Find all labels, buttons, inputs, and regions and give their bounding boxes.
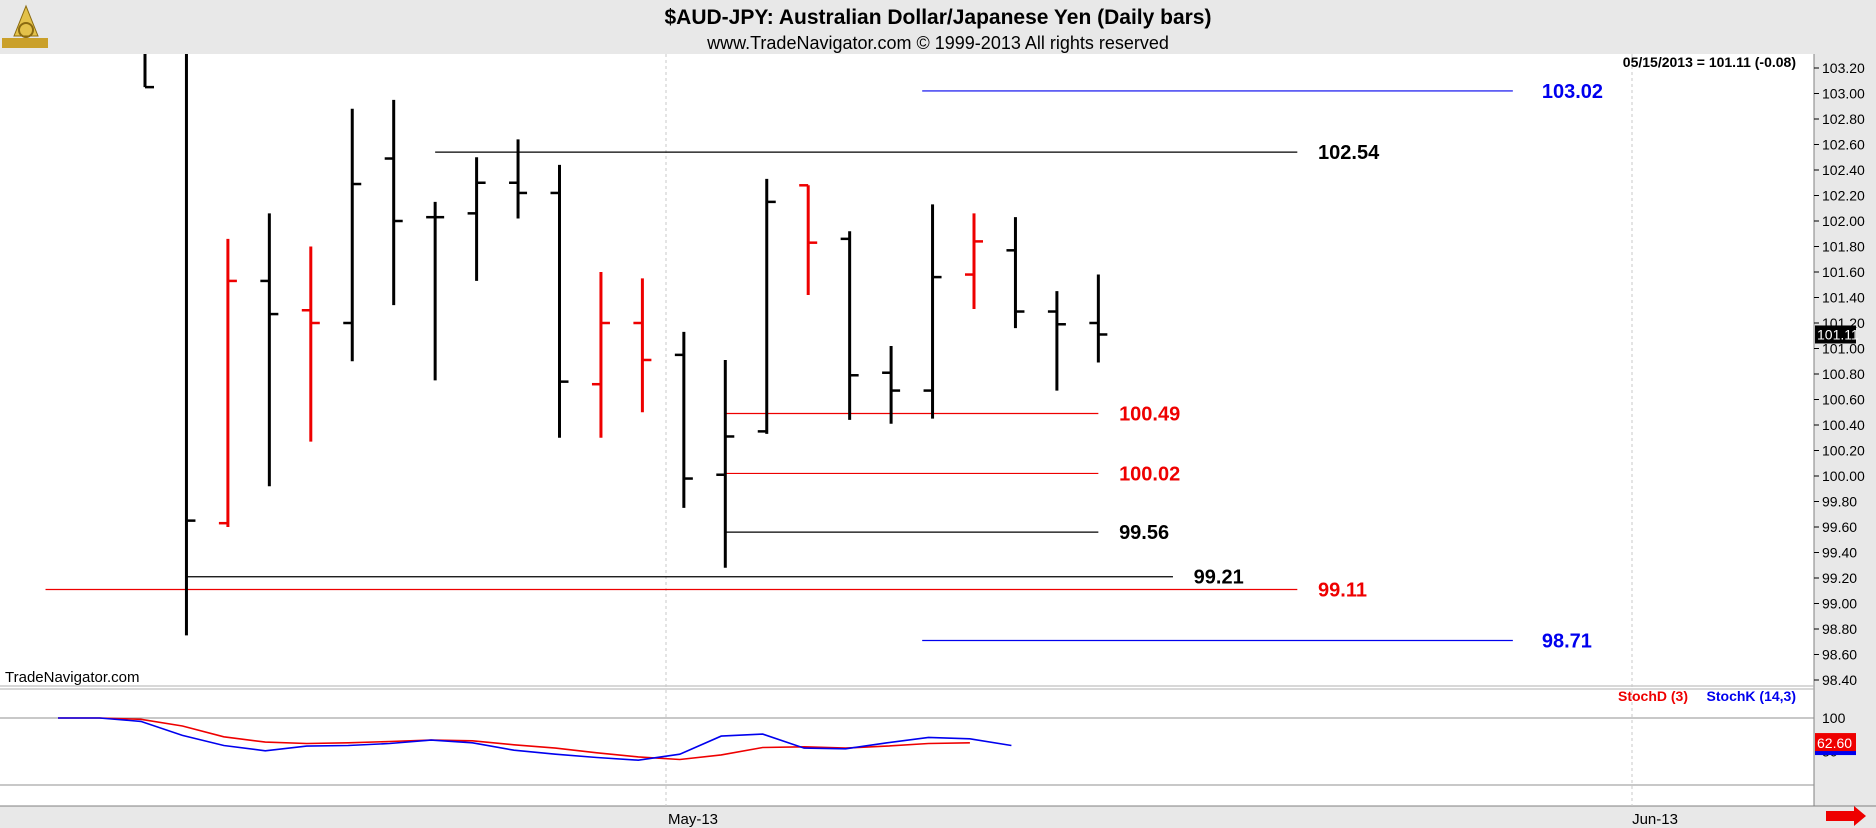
stoch-line	[58, 717, 1012, 762]
y-tick-label: 102.40	[1822, 162, 1865, 178]
y-tick-label: 98.60	[1822, 647, 1857, 663]
ohlc-bar	[301, 246, 320, 442]
ohlc-bar	[143, 54, 154, 89]
y-tick-label: 101.00	[1822, 341, 1865, 357]
bars-layer	[143, 54, 1108, 636]
watermark: TradeNavigator.com	[5, 669, 140, 686]
ohlc-bar	[384, 99, 403, 306]
y-tick-label: 102.80	[1822, 111, 1865, 127]
y-tick-label: 100.40	[1822, 417, 1865, 433]
y-tick-label: 103.00	[1822, 86, 1865, 102]
ohlc-bar	[184, 54, 196, 636]
level-label: 103.02	[1542, 81, 1603, 103]
stoch-layer	[58, 717, 1012, 762]
y-tick-label: 103.20	[1822, 60, 1865, 76]
y-tick-label: 100.80	[1822, 366, 1865, 382]
ohlc-bar	[716, 359, 735, 568]
y-tick-label: 101.40	[1822, 290, 1865, 306]
stoch-line	[58, 717, 970, 761]
y-tick-label: 100.20	[1822, 443, 1865, 459]
ohlc-bar	[218, 238, 237, 527]
y-tick-label: 100.00	[1822, 468, 1865, 484]
logo-base	[2, 38, 48, 48]
chart-subtitle: www.TradeNavigator.com © 1999-2013 All r…	[706, 33, 1169, 53]
last-bar-info: 05/15/2013 = 101.11 (-0.08)	[1623, 54, 1796, 70]
level-label: 98.71	[1542, 630, 1592, 652]
time-axis-background	[0, 806, 1876, 828]
legend-stochk: StochK (14,3)	[1707, 688, 1796, 704]
x-tick-label: May-13	[668, 811, 718, 828]
ohlc-bar	[840, 231, 859, 420]
scroll-right-arrow-icon[interactable]	[1826, 806, 1866, 826]
chart-title: $AUD-JPY: Australian Dollar/Japanese Yen…	[665, 6, 1212, 29]
ohlc-bar	[799, 184, 818, 295]
level-label: 102.54	[1318, 142, 1380, 164]
price-axis-background	[1814, 54, 1876, 810]
stoch-last-badge	[1815, 733, 1856, 754]
y-tick-label: 102.00	[1822, 213, 1865, 229]
ohlc-bar	[882, 345, 901, 424]
ohlc-bar	[591, 272, 610, 438]
x-tick-label: Jun-13	[1632, 811, 1678, 828]
y-tick-label: 99.20	[1822, 570, 1857, 586]
y-tick-label: 99.40	[1822, 545, 1857, 561]
ohlc-bar	[426, 201, 445, 381]
level-label: 100.02	[1119, 463, 1180, 485]
y-tick-label: 99.80	[1822, 494, 1857, 510]
last-price-badge	[1815, 325, 1856, 344]
y-tick-label: 98.40	[1822, 672, 1857, 688]
y-tick-label: 101.60	[1822, 264, 1865, 280]
stoch-last-label: 62.60	[1817, 735, 1852, 751]
ohlc-bar	[1047, 291, 1066, 391]
y-tick-label: 99.60	[1822, 519, 1857, 535]
y-tick-label: 101.80	[1822, 239, 1865, 255]
stoch-tick-label: 100	[1822, 710, 1846, 726]
logo-icon	[2, 4, 48, 48]
ohlc-bar	[757, 178, 776, 434]
level-label: 99.56	[1119, 522, 1169, 544]
ohlc-bar	[965, 213, 983, 309]
ohlc-bar	[467, 157, 486, 281]
level-label: 99.21	[1194, 567, 1244, 589]
ohlc-bar	[674, 331, 693, 508]
ohlc-bar	[1089, 274, 1108, 363]
y-tick-label: 98.80	[1822, 621, 1857, 637]
ohlc-bar	[260, 213, 279, 487]
ohlc-bar	[343, 108, 362, 362]
y-tick-label: 102.60	[1822, 137, 1865, 153]
legend-stochd: StochD (3)	[1618, 688, 1688, 704]
ohlc-bar	[509, 139, 528, 219]
levels-layer: 103.02 102.54 100.49 100.02 99.56 99.21 99.11 9…	[45, 81, 1603, 652]
y-tick-label: 100.60	[1822, 392, 1865, 408]
ohlc-bar	[1006, 217, 1025, 329]
last-price-label: 101.11	[1817, 326, 1859, 342]
header-background	[0, 0, 1876, 54]
arrow-shape	[1826, 806, 1866, 826]
logo-wheel	[18, 22, 34, 38]
stoch-last-badge-blue	[1815, 751, 1856, 756]
level-label: 99.11	[1318, 579, 1367, 601]
level-label: 100.49	[1119, 404, 1180, 426]
y-tick-label: 102.20	[1822, 188, 1865, 204]
ohlc-bar	[550, 164, 569, 438]
ohlc-bar	[633, 278, 652, 413]
y-tick-label: 99.00	[1822, 596, 1857, 612]
axis-layer: 103.20 103.00 102.80 102.60 102.40 102.20 102.…	[668, 60, 1865, 828]
ohlc-bar	[923, 204, 942, 419]
